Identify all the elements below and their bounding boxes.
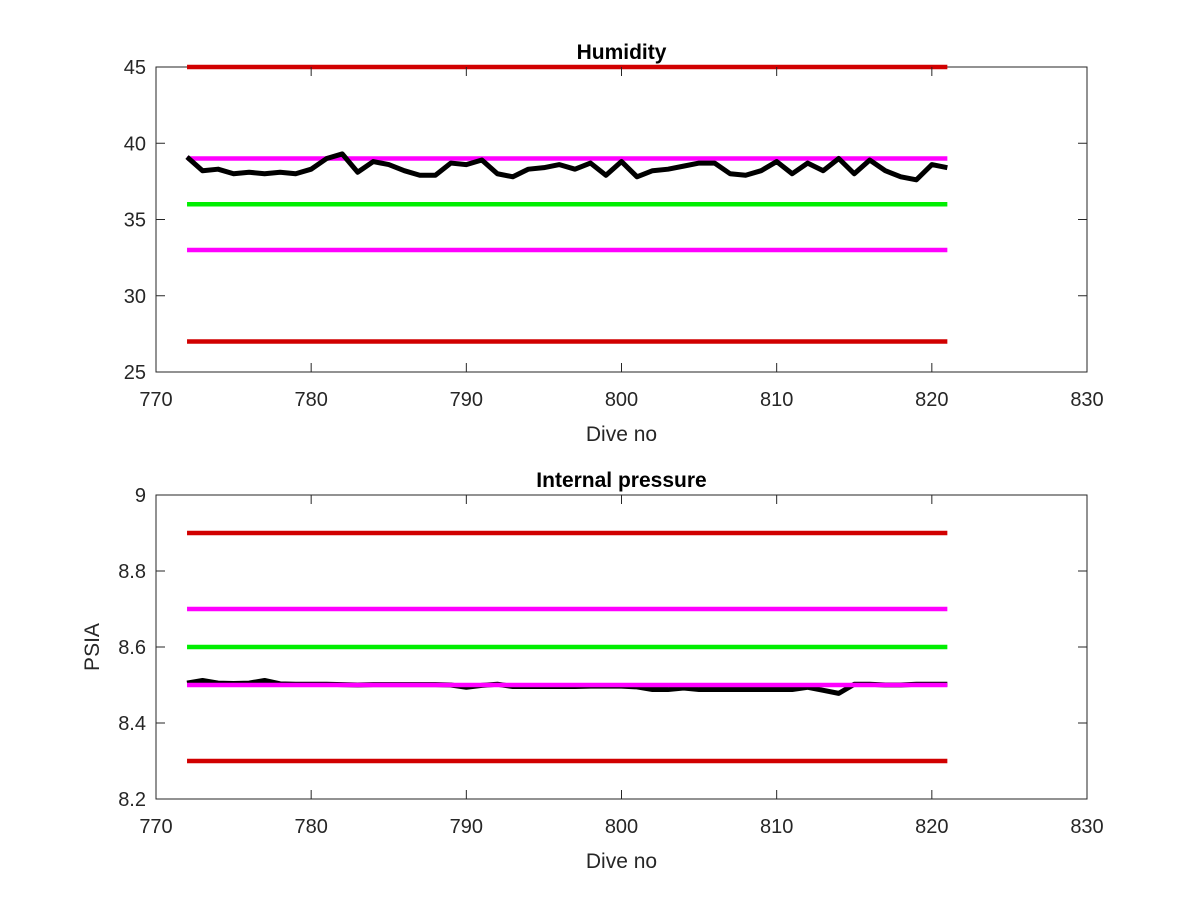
y-tick-label: 35 bbox=[124, 210, 146, 232]
subplot-humidity: 770 780 790 800 810 820 830 25 30 35 40 45 Humidity D… bbox=[124, 41, 1104, 446]
y-tick-label: 30 bbox=[124, 286, 146, 308]
plot-title: Internal pressure bbox=[536, 469, 706, 492]
axes-box bbox=[155, 66, 1088, 373]
x-tick-label: 770 bbox=[139, 389, 172, 411]
x-tick-label: 800 bbox=[605, 389, 638, 411]
y-axis-label: PSIA bbox=[81, 623, 104, 671]
x-tick-label: 820 bbox=[915, 389, 948, 411]
y-tick-label: 8.6 bbox=[118, 637, 146, 659]
x-tick-label: 810 bbox=[760, 816, 793, 838]
x-tick-label: 780 bbox=[294, 389, 327, 411]
y-tick-label: 40 bbox=[124, 133, 146, 155]
y-tick-label: 8.4 bbox=[118, 713, 146, 735]
subplot-internal-pressure: 770 780 790 800 810 820 830 8.2 8.4 8.6 8.8 9 Intern… bbox=[81, 469, 1104, 873]
y-tick-label: 9 bbox=[135, 485, 146, 507]
plot-title: Humidity bbox=[577, 41, 667, 64]
x-tick-label: 800 bbox=[605, 816, 638, 838]
y-tick-label: 8.2 bbox=[118, 789, 146, 811]
data-series-line bbox=[185, 151, 948, 183]
y-tick-label: 45 bbox=[124, 57, 146, 79]
x-tick-label: 820 bbox=[915, 816, 948, 838]
x-tick-label: 790 bbox=[450, 389, 483, 411]
x-tick-label: 810 bbox=[760, 389, 793, 411]
x-tick-label: 830 bbox=[1070, 816, 1103, 838]
x-tick-label: 770 bbox=[139, 816, 172, 838]
x-axis-label: Dive no bbox=[586, 850, 657, 873]
x-tick-label: 780 bbox=[294, 816, 327, 838]
y-tick-label: 8.8 bbox=[118, 561, 146, 583]
x-tick-label: 830 bbox=[1070, 389, 1103, 411]
x-axis-label: Dive no bbox=[586, 423, 657, 446]
x-tick-label: 790 bbox=[450, 816, 483, 838]
y-tick-label: 25 bbox=[124, 362, 146, 384]
